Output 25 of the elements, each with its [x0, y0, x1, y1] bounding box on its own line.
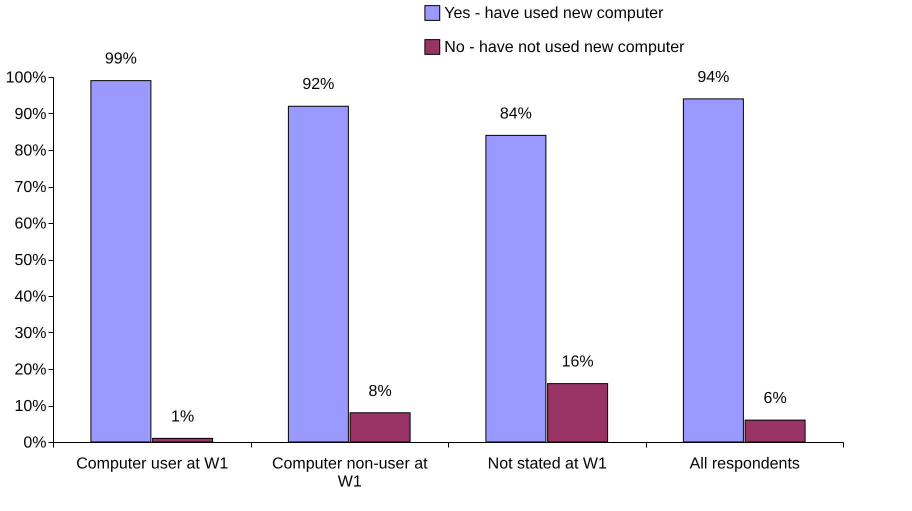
y-tick-label: 100%	[6, 70, 46, 86]
y-tick-label: 60%	[14, 216, 46, 232]
x-tick-label: All respondents	[690, 456, 800, 472]
y-tick-label: 10%	[14, 398, 46, 415]
y-tick-label: 90%	[14, 106, 46, 123]
data-label: 1%	[171, 408, 194, 426]
data-label: 8%	[368, 382, 392, 400]
y-tick-label: 30%	[14, 325, 46, 342]
y-tick-label: 80%	[14, 142, 46, 160]
legend-label: No - have not used new computer	[444, 39, 686, 56]
data-label: 94%	[697, 68, 730, 86]
y-tick-label: 0%	[23, 434, 46, 452]
y-tick-label: 70%	[14, 179, 46, 196]
x-tick-label: Not stated at W1	[488, 456, 607, 472]
x-tick-label: Computer non-user at W1	[272, 456, 428, 490]
y-tick-label: 20%	[14, 362, 46, 378]
data-label: 6%	[764, 390, 787, 408]
legend-label: Yes - have used new computer	[444, 5, 664, 22]
y-tick-label: 40%	[14, 288, 46, 306]
x-tick-label: Computer user at W1	[76, 456, 228, 472]
data-label: 16%	[562, 354, 594, 371]
data-label: 99%	[104, 50, 137, 68]
y-tick-label: 50%	[14, 252, 46, 269]
data-label: 92%	[302, 76, 334, 94]
data-label: 84%	[500, 105, 532, 122]
